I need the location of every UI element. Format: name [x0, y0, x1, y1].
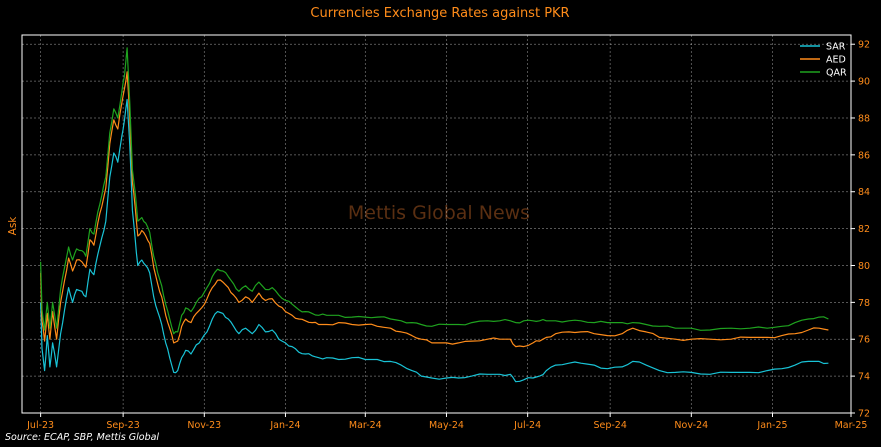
y-axis-label: Ask — [7, 216, 19, 236]
y-tick-label: 90 — [858, 77, 870, 88]
y-tick-label: 82 — [858, 224, 870, 235]
series-lines — [40, 47, 829, 383]
y-tick-label: 92 — [858, 40, 870, 51]
y-tick-label: 86 — [858, 150, 870, 161]
chart-title: Currencies Exchange Rates against PKR — [310, 6, 569, 21]
y-tick-label: 72 — [858, 409, 870, 420]
x-tick-label: Jan-24 — [269, 420, 300, 431]
x-tick-label: Nov-24 — [674, 420, 708, 431]
x-tick-label: Mar-25 — [835, 420, 868, 431]
plot-frame — [21, 34, 852, 414]
x-tick-label: Sep-24 — [593, 420, 626, 431]
legend-label-qar: QAR — [826, 68, 847, 79]
x-tick-label: Jul-24 — [513, 420, 541, 431]
y-tick-label: 76 — [858, 335, 870, 346]
series-line-qar — [40, 47, 829, 335]
x-tick-label: Jan-25 — [756, 420, 787, 431]
legend: SAR AED QAR — [800, 42, 847, 79]
watermark-text: Mettis Global News — [348, 202, 530, 224]
legend-label-sar: SAR — [826, 42, 846, 53]
y-tick-label: 80 — [858, 261, 870, 272]
x-tick-label: Nov-23 — [187, 420, 221, 431]
y-tick-label: 84 — [858, 187, 870, 198]
axes: 72 74 76 78 80 82 84 86 88 90 92 Jul-23 Sep-23 Nov-23… — [21, 34, 870, 431]
x-tick-label: Mar-24 — [349, 420, 382, 431]
y-tick-label: 74 — [858, 372, 870, 383]
y-tick-label: 88 — [858, 113, 870, 124]
source-note: Source: ECAP, SBP, Mettis Global — [5, 432, 159, 443]
x-tick-label: Jul-23 — [26, 420, 54, 431]
series-line-sar — [40, 98, 829, 383]
x-tick-label: Sep-23 — [106, 420, 139, 431]
y-tick-label: 78 — [858, 298, 870, 309]
series-line-aed — [40, 71, 829, 348]
legend-label-aed: AED — [826, 55, 846, 66]
x-tick-label: May-24 — [429, 420, 464, 431]
